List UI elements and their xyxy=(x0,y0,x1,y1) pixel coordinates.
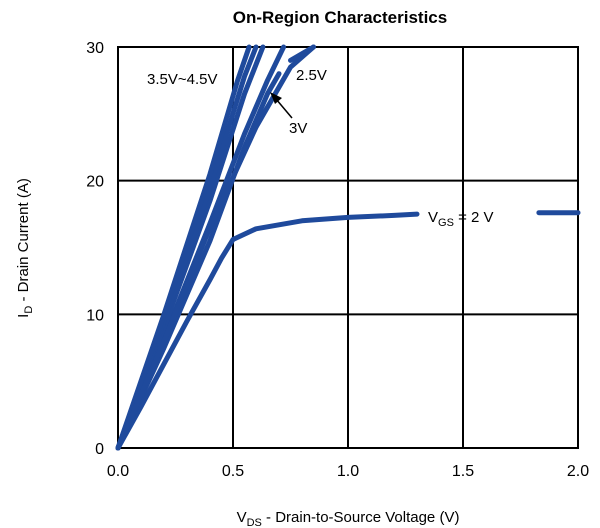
y-label-rest: - Drain Current (A) xyxy=(15,178,32,306)
y-tick-labels: 0 10 20 30 xyxy=(86,40,104,458)
y-tick-label: 20 xyxy=(86,174,104,191)
series-line-curve-b xyxy=(288,44,316,63)
annotation-3v: 3V xyxy=(289,120,307,137)
annotation-group-label: 3.5V~4.5V xyxy=(147,71,217,88)
arrow-3v xyxy=(270,92,293,119)
y-tick-label: 30 xyxy=(86,40,104,57)
x-label-sub: DS xyxy=(247,517,262,528)
y-label-main: I xyxy=(15,314,32,318)
chart-title: On-Region Characteristics xyxy=(233,8,447,27)
x-label-main: V xyxy=(237,509,247,526)
y-label-sub: D xyxy=(23,306,35,314)
x-axis-label: VDS - Drain-to-Source Voltage (V) xyxy=(237,509,460,528)
x-tick-labels: 0.0 0.5 1.0 1.5 2.0 xyxy=(107,463,589,480)
x-label-rest: - Drain-to-Source Voltage (V) xyxy=(262,509,460,526)
vgs-sub: GS xyxy=(438,217,454,229)
x-tick-label: 1.5 xyxy=(452,463,474,480)
vgs-main: V xyxy=(428,209,438,226)
series-layer xyxy=(115,44,581,451)
grid xyxy=(117,46,579,449)
vgs-rest: = 2 V xyxy=(454,209,494,226)
series-line-4-5v xyxy=(115,44,252,451)
series-line-vgs-2-v xyxy=(115,211,420,451)
y-tick-label: 10 xyxy=(86,307,104,324)
y-tick-label: 0 xyxy=(95,441,104,458)
annotation-vgs: VGS = 2 V xyxy=(428,209,494,229)
x-tick-label: 0.5 xyxy=(222,463,244,480)
y-axis-label: ID - Drain Current (A) xyxy=(15,178,35,318)
annotation-2p5v: 2.5V xyxy=(296,67,327,84)
x-tick-label: 0.0 xyxy=(107,463,129,480)
series-line-curve-a xyxy=(115,44,316,451)
x-tick-label: 1.0 xyxy=(337,463,359,480)
x-tick-label: 2.0 xyxy=(567,463,589,480)
